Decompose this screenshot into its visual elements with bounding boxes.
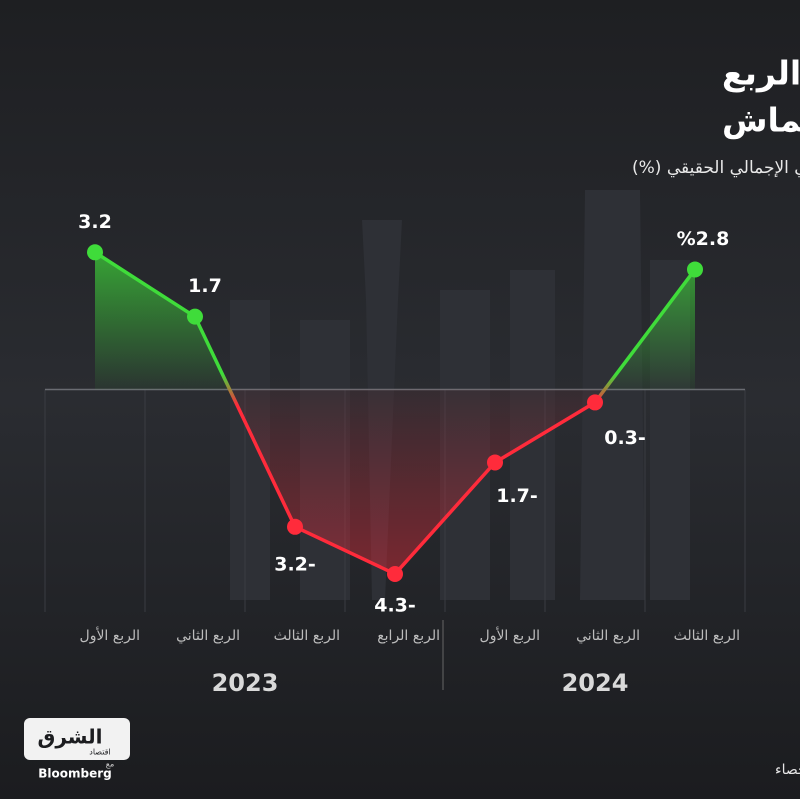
value-label: 1.7 bbox=[188, 275, 222, 297]
logo-name: الشرق bbox=[37, 725, 102, 749]
point bbox=[687, 261, 703, 278]
point bbox=[87, 244, 103, 261]
x-tick-label: الربع الثاني bbox=[576, 628, 640, 644]
value-label: 1.7- bbox=[496, 485, 538, 507]
x-tick-label: الربع الرابع bbox=[377, 628, 440, 644]
point bbox=[387, 565, 403, 582]
logo-with: مع bbox=[106, 760, 115, 769]
value-label: 3.2- bbox=[274, 553, 316, 575]
title-line: اقتصاد السعودية يعاود النمو في الربع bbox=[722, 54, 800, 94]
source: المصدر: بيانات الهيئة العامة للإحصاء bbox=[775, 762, 800, 778]
x-tick-label: الربع الأول bbox=[480, 626, 540, 644]
subtitle: نمو/انكماش الناتج المحلي الإجمالي الحقيق… bbox=[632, 158, 800, 178]
value-label: 3.2 bbox=[78, 211, 112, 233]
title-line: الثالث 2024 بعد 4 فصول انكماش bbox=[722, 101, 800, 141]
area-fill bbox=[95, 252, 695, 574]
point bbox=[487, 454, 503, 471]
year-label: 2024 bbox=[562, 669, 629, 697]
x-tick-label: الربع الأول bbox=[80, 626, 140, 644]
logo-tag: اقتصاد bbox=[89, 748, 110, 757]
point bbox=[187, 308, 203, 325]
logo-box bbox=[24, 718, 130, 760]
logo: الشرق اقتصاد مع Bloomberg bbox=[24, 718, 130, 781]
value-label: 0.3- bbox=[604, 427, 646, 449]
x-tick-label: الربع الثالث bbox=[674, 628, 740, 644]
logo-partner: Bloomberg bbox=[38, 767, 112, 781]
x-tick-label: الربع الثاني bbox=[176, 628, 240, 644]
value-label: %2.8 bbox=[677, 228, 730, 250]
value-label: 4.3- bbox=[374, 594, 416, 616]
x-tick-label: الربع الثالث bbox=[274, 628, 340, 644]
point bbox=[587, 394, 603, 411]
point bbox=[287, 518, 303, 535]
year-label: 2023 bbox=[212, 669, 279, 697]
